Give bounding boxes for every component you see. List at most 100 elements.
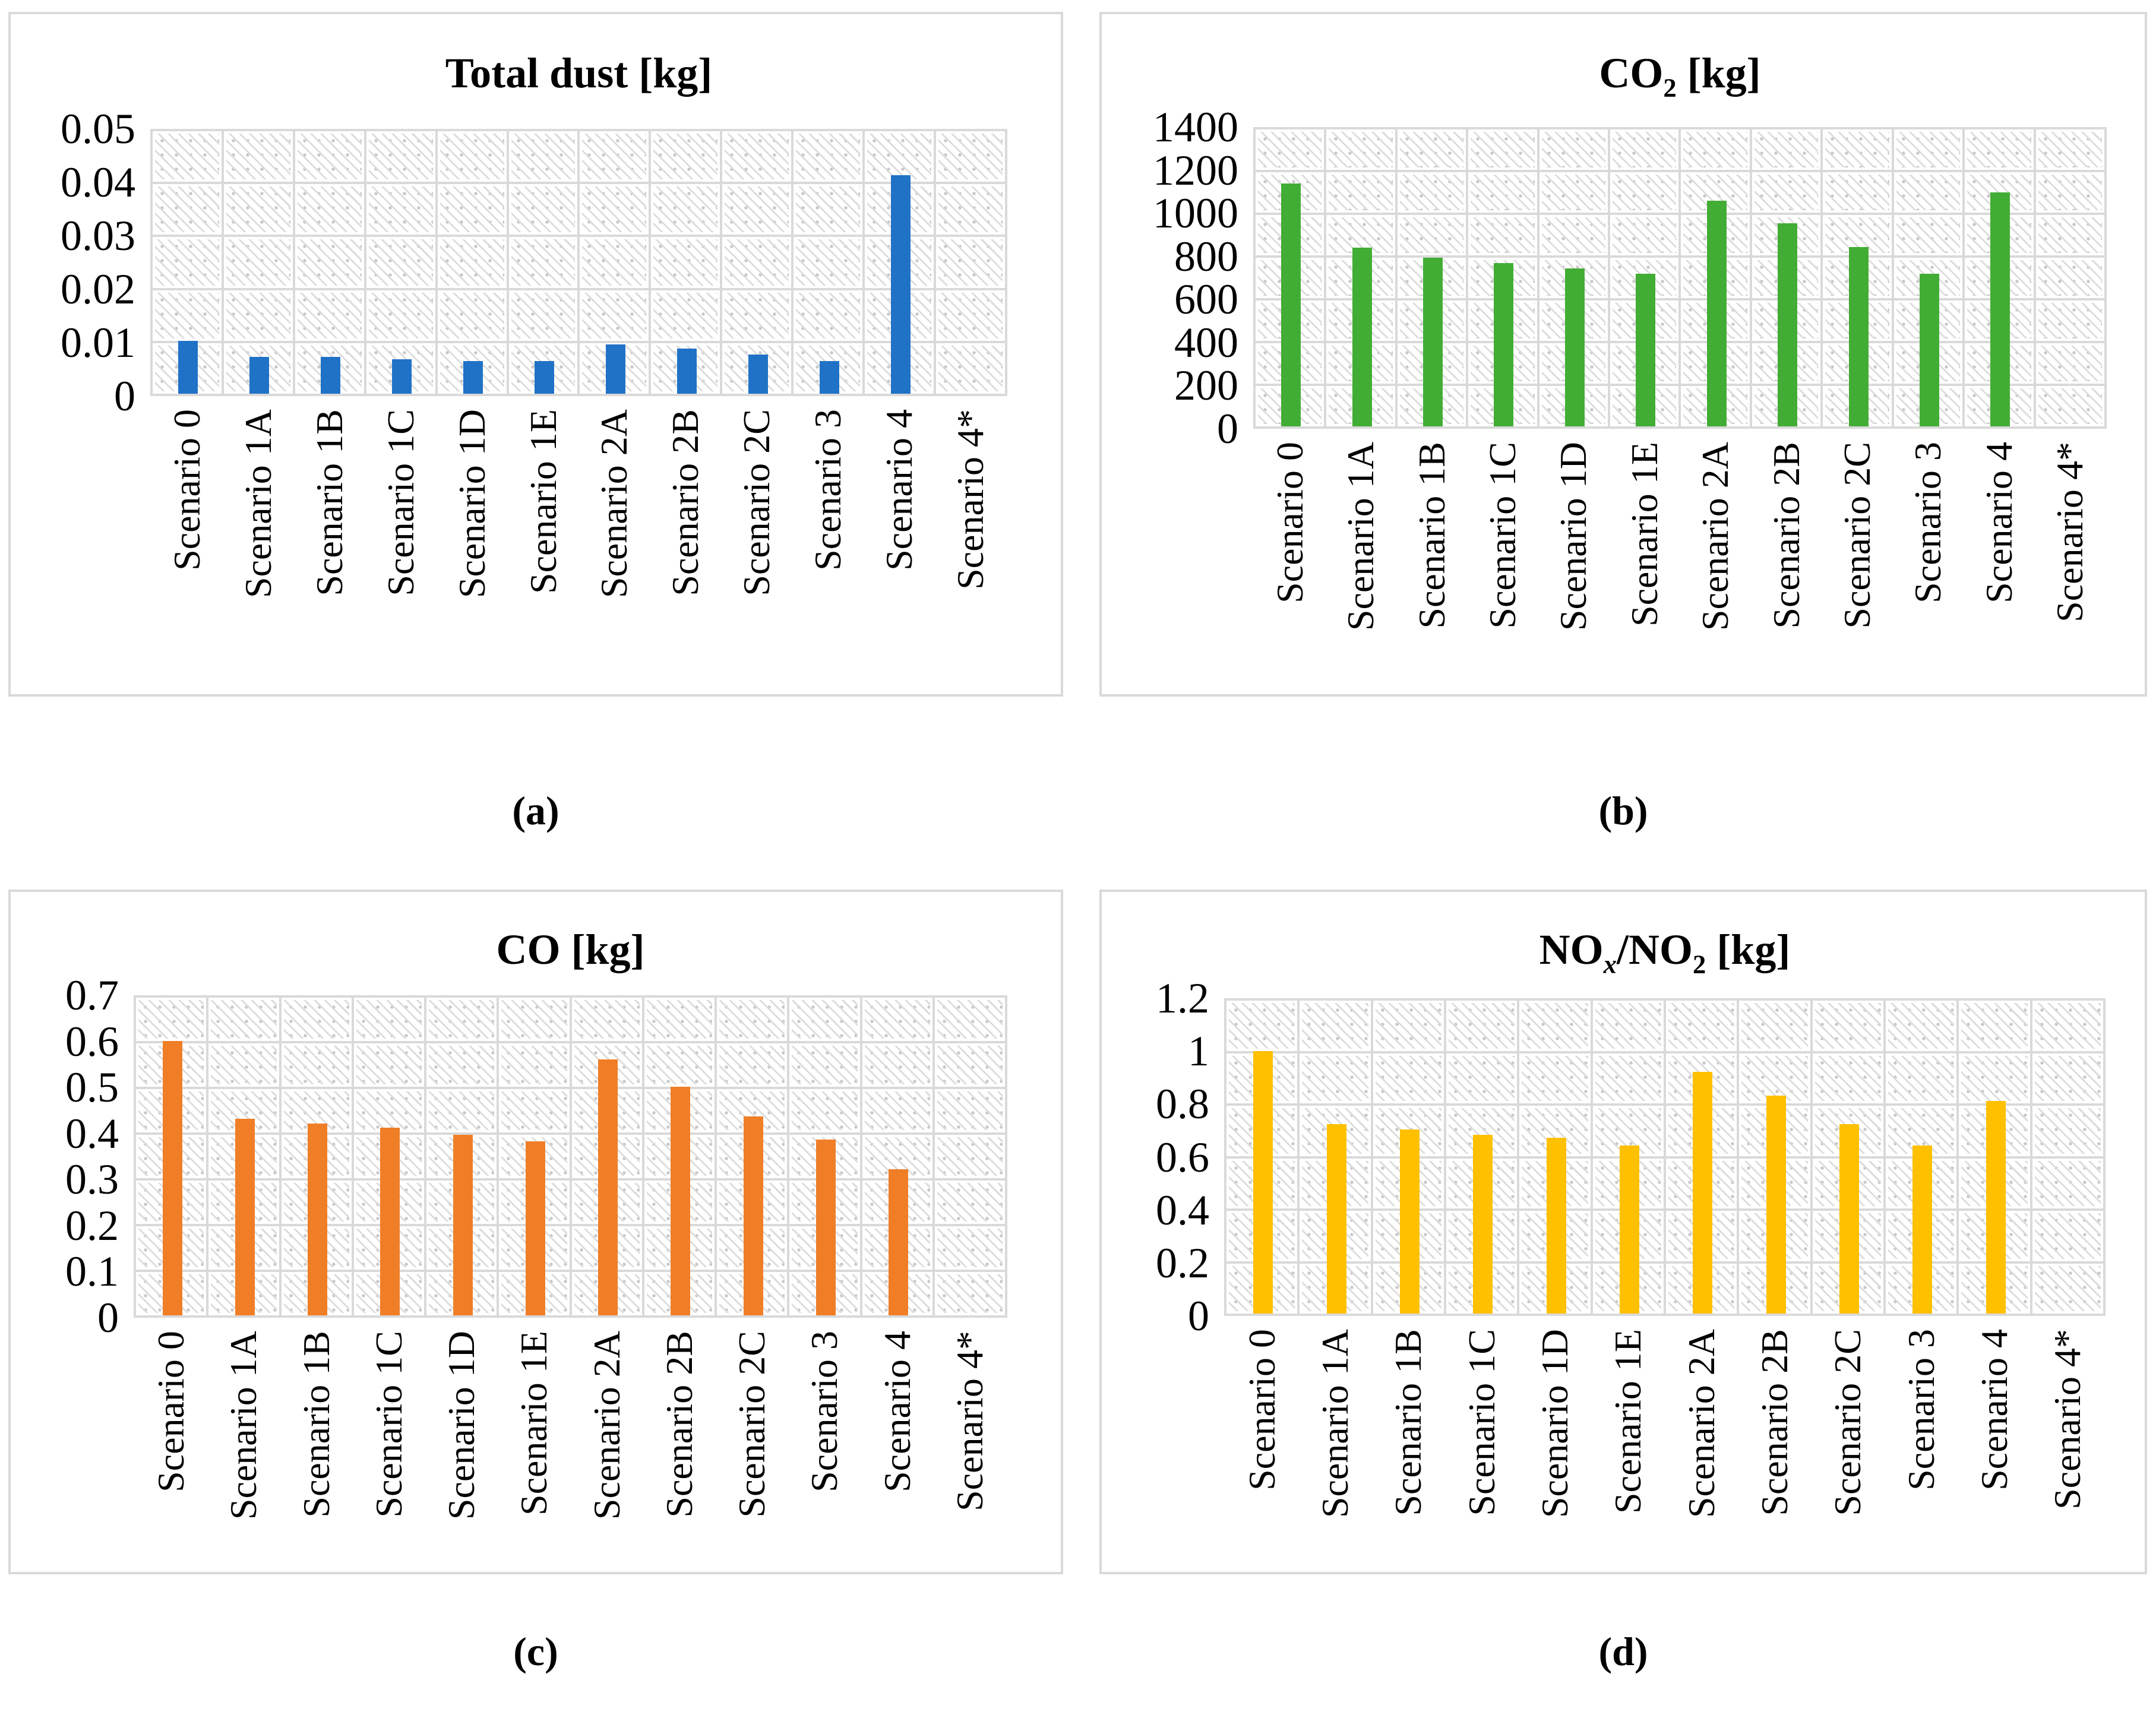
grid-cell	[436, 289, 508, 342]
grid-cell	[933, 1134, 1006, 1179]
x-axis-label-scenario-2a: Scenario 2A	[1680, 1329, 1722, 1518]
grid-cell	[792, 183, 864, 236]
bar-scenario-3	[1919, 273, 1939, 426]
grid-cell	[1538, 171, 1610, 214]
grid-cell	[788, 1042, 861, 1088]
x-axis-label-scenario-1c: Scenario 1C	[1481, 442, 1523, 629]
grid-cell	[365, 183, 437, 236]
grid-cell	[570, 996, 643, 1042]
x-axis-label-scenario-1e: Scenario 1E	[1623, 442, 1665, 626]
bars-layer-c	[136, 998, 1005, 1315]
x-axis-label-scenario-2b: Scenario 2B	[1753, 1329, 1795, 1516]
x-axis-label-scenario-2c: Scenario 2C	[1836, 442, 1879, 629]
grid-cell	[436, 236, 508, 289]
bar-scenario-1d	[1564, 268, 1585, 426]
bar-scenario-1a	[235, 1118, 255, 1315]
bar-scenario-4	[889, 1169, 909, 1315]
x-axis-label-scenario-1a: Scenario 1A	[1314, 1329, 1356, 1518]
chart-title-c: CO [kg]	[496, 926, 645, 973]
grid-cell	[2031, 1210, 2104, 1262]
grid-cell	[1892, 171, 1964, 214]
grid-cell	[935, 289, 1006, 342]
x-axis-label-scenario-1a: Scenario 1A	[1339, 442, 1382, 631]
grid-cell	[425, 996, 498, 1042]
bar-scenario-2a	[598, 1059, 618, 1315]
grid-cell	[436, 183, 508, 236]
grid-cell	[1518, 999, 1592, 1052]
bar-scenario-1b	[308, 1123, 328, 1315]
chart-panel-total-dust: Total dust [kg] 0.05 0.04 0.03 0.02 0.01 0 Scen…	[8, 12, 1063, 697]
grid-cell	[2034, 128, 2106, 171]
grid-cell	[1396, 214, 1468, 257]
grid-cell	[578, 236, 650, 289]
grid-cell	[1538, 128, 1610, 171]
grid-cell	[1609, 214, 1680, 257]
grid-cell	[792, 130, 864, 183]
x-axis-label-scenario-3: Scenario 3	[1907, 442, 1949, 603]
grid-cell	[425, 1042, 498, 1088]
grid-cell	[293, 183, 365, 236]
y-tick-label: 200	[1174, 362, 1238, 410]
bar-scenario-2b	[671, 1087, 691, 1315]
grid-cell	[1822, 128, 1893, 171]
x-axis-label-scenario-2b: Scenario 2B	[664, 409, 707, 596]
y-tick-label: 1200	[1153, 146, 1238, 194]
grid-cell	[861, 996, 934, 1042]
x-axis-label-scenario-1b: Scenario 1B	[1387, 1329, 1430, 1516]
caption-a: (a)	[512, 788, 559, 833]
x-axis-label-scenario-1c: Scenario 1C	[379, 409, 422, 596]
bar-scenario-3	[815, 1139, 836, 1315]
y-tick-label: 1	[1188, 1027, 1209, 1075]
bar-scenario-4	[890, 175, 911, 394]
grid-cell	[721, 183, 793, 236]
grid-cell	[935, 341, 1006, 395]
bar-scenario-2a	[1693, 1071, 1713, 1314]
grid-cell	[1738, 1052, 1812, 1105]
plot-area-b	[1253, 127, 2107, 429]
grid-cell	[365, 289, 437, 342]
y-tick-label: 1000	[1153, 189, 1238, 238]
grid-cell	[578, 183, 650, 236]
grid-cell	[933, 1088, 1006, 1134]
x-axis-label-scenario-2a: Scenario 2A	[1694, 442, 1737, 631]
bars-layer-a	[153, 131, 1005, 394]
x-axis-label-scenario-3: Scenario 3	[803, 1331, 846, 1492]
bar-scenario-2c	[1839, 1124, 1859, 1314]
grid-cell	[788, 1088, 861, 1134]
bar-scenario-2c	[743, 1116, 763, 1315]
grid-cell	[280, 996, 353, 1042]
grid-cell	[151, 183, 223, 236]
y-tick-label: 400	[1174, 318, 1238, 366]
grid-cell	[1591, 1052, 1665, 1105]
bar-scenario-4	[1986, 1100, 2006, 1314]
plot-area-a	[150, 129, 1007, 396]
bar-scenario-0	[1253, 1050, 1273, 1314]
bar-scenario-1c	[1494, 262, 1514, 426]
grid-cell	[1665, 999, 1738, 1052]
grid-cell	[293, 130, 365, 183]
grid-cell	[280, 1042, 353, 1088]
grid-cell	[1738, 999, 1812, 1052]
grid-cell	[935, 130, 1006, 183]
grid-cell	[1518, 1052, 1592, 1105]
grid-cell	[933, 1225, 1006, 1271]
x-axis-label-scenario-1e: Scenario 1E	[521, 409, 564, 594]
grid-cell	[1298, 1052, 1372, 1105]
grid-cell	[1225, 999, 1299, 1052]
grid-cell	[792, 289, 864, 342]
x-axis-label-scenario-2a: Scenario 2A	[593, 409, 636, 599]
bar-scenario-1a	[249, 356, 270, 394]
grid-cell	[1885, 999, 1958, 1052]
grid-cell	[498, 1088, 571, 1134]
x-axis-label-scenario-1e: Scenario 1E	[1607, 1329, 1649, 1514]
x-axis-label-scenario-1a: Scenario 1A	[222, 1331, 265, 1520]
y-tick-label: 1400	[1153, 103, 1238, 151]
bars-layer-d	[1226, 1001, 2103, 1314]
grid-cell	[643, 996, 716, 1042]
x-axis-label-scenario-1c: Scenario 1C	[367, 1331, 410, 1518]
grid-cell	[1811, 1052, 1885, 1105]
x-axis-label-scenario-2c: Scenario 2C	[731, 1331, 773, 1518]
grid-cell	[222, 183, 294, 236]
x-axis-label-scenario-1b: Scenario 1B	[308, 409, 350, 596]
x-axis-label-scenario-1d: Scenario 1D	[1534, 1329, 1576, 1518]
